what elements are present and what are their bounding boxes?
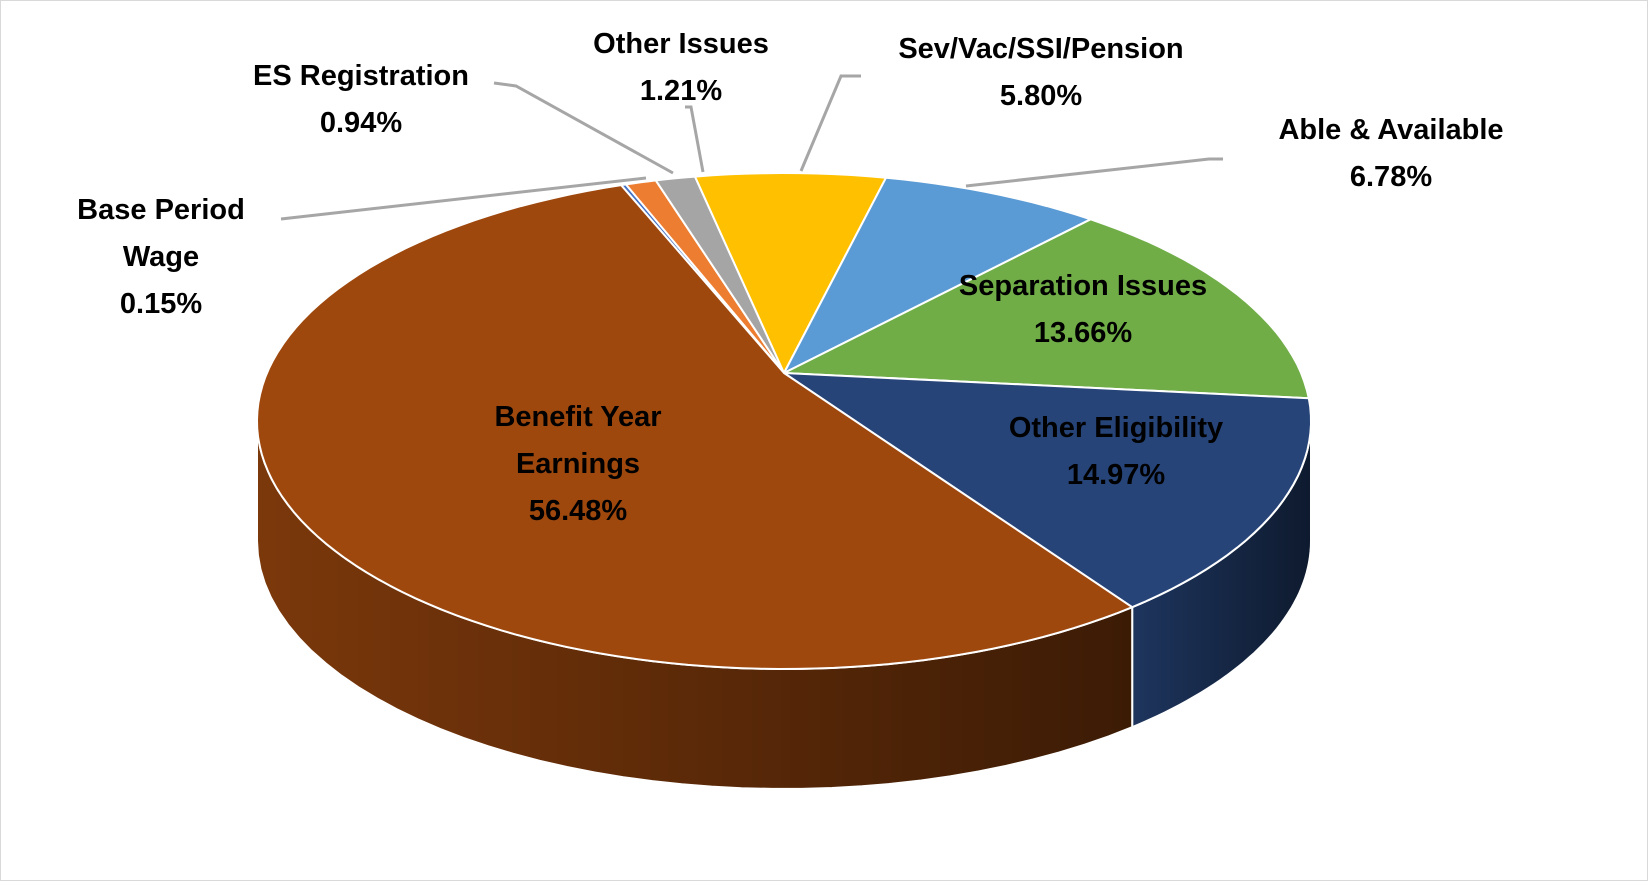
pie-slice-4 (783, 176, 1092, 374)
label-value: 5.80% (999, 80, 1083, 112)
label-text: Other Issues (593, 28, 769, 60)
label-sev-vac: Sev/Vac/SSI/Pension 5.80% (898, 26, 1183, 120)
pie-slice-5 (783, 218, 1310, 400)
label-value: 56.48% (528, 495, 628, 527)
label-text: Benefit Year (494, 401, 662, 433)
label-text: Wage (122, 241, 200, 273)
label-text: Separation Issues (958, 270, 1208, 302)
label-separation-issues: Separation Issues 13.66% (959, 263, 1207, 357)
leader-line-0 (280, 176, 647, 221)
label-value: 0.15% (119, 288, 203, 320)
leader-line-1 (493, 81, 674, 175)
label-value: 1.21% (639, 75, 723, 107)
leader-line-3 (799, 74, 861, 172)
label-base-period-wage: Base Period Wage 0.15% (77, 187, 245, 328)
pie-slice-7 (256, 184, 1134, 670)
label-text: Sev/Vac/SSI/Pension (898, 33, 1184, 65)
label-benefit-year-earnings: Benefit Year Earnings 56.48% (494, 394, 661, 535)
leader-line-4 (965, 157, 1223, 188)
label-value: 13.66% (1033, 317, 1133, 349)
label-text: Other Eligibility (1008, 412, 1224, 444)
label-text: Period (154, 194, 245, 226)
leader-line-2 (685, 105, 705, 173)
label-text: Base (77, 194, 147, 226)
label-value: 14.97% (1066, 459, 1166, 491)
label-text: Able & Available (1278, 114, 1504, 146)
label-value: 6.78% (1349, 161, 1433, 193)
label-value: 0.94% (319, 107, 403, 139)
pie-slice-6 (783, 372, 1312, 609)
label-able-available: Able & Available 6.78% (1278, 107, 1503, 201)
label-text: Earnings (515, 448, 641, 480)
pie-slice-3 (694, 172, 887, 374)
label-es-registration: ES Registration 0.94% (253, 53, 469, 147)
label-other-eligibility: Other Eligibility 14.97% (1009, 405, 1223, 499)
label-text: ES Registration (253, 60, 469, 92)
label-other-issues: Other Issues 1.21% (593, 21, 769, 115)
